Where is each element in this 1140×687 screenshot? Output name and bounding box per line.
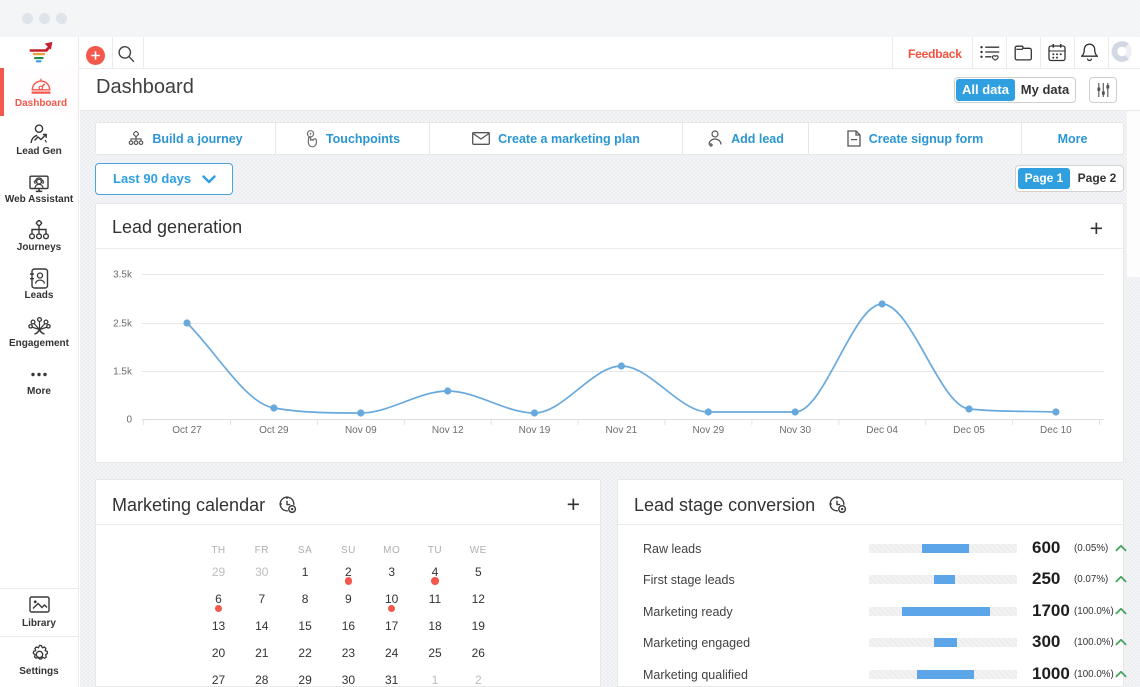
svg-text:1.5k: 1.5k xyxy=(113,367,133,378)
svg-text:Nov 30: Nov 30 xyxy=(779,425,811,436)
svg-text:Oct 27: Oct 27 xyxy=(172,425,202,436)
svg-text:3.5k: 3.5k xyxy=(113,270,133,281)
svg-text:Dec 05: Dec 05 xyxy=(953,425,985,436)
svg-text:0: 0 xyxy=(126,415,132,426)
svg-text:2.5k: 2.5k xyxy=(113,319,133,330)
svg-text:Nov 19: Nov 19 xyxy=(519,425,551,436)
svg-text:Dec 04: Dec 04 xyxy=(866,425,898,436)
svg-text:Nov 29: Nov 29 xyxy=(692,425,724,436)
svg-text:Nov 09: Nov 09 xyxy=(345,425,377,436)
svg-text:Dec 10: Dec 10 xyxy=(1040,425,1072,436)
svg-text:Nov 12: Nov 12 xyxy=(432,425,464,436)
svg-text:Nov 21: Nov 21 xyxy=(606,425,638,436)
svg-text:Oct 29: Oct 29 xyxy=(259,425,289,436)
